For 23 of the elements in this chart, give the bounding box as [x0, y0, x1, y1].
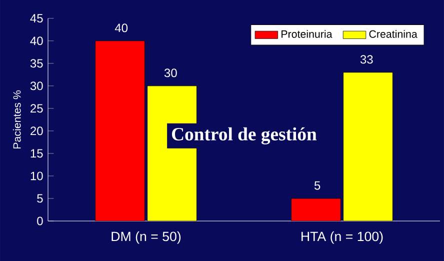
x-tick-label: HTA (n = 100)	[302, 231, 383, 244]
legend-label: Creatinina	[369, 30, 418, 38]
y-tick-label: 15	[30, 149, 43, 158]
bar	[291, 198, 341, 221]
y-tick-label: 25	[30, 104, 43, 113]
legend-label: Proteinuria	[282, 30, 332, 38]
data-label: 30	[164, 68, 177, 78]
y-tick-label: 40	[30, 36, 43, 46]
y-axis-title: Pacientes %	[12, 90, 21, 148]
y-tick-label: 30	[30, 82, 43, 90]
data-label: 33	[360, 55, 373, 64]
bar	[343, 72, 393, 221]
data-label: 5	[314, 181, 320, 190]
y-tick-label: 0	[37, 216, 43, 226]
y-tick-label: 10	[30, 172, 43, 180]
y-tick-label: 20	[30, 126, 43, 136]
data-label: 40	[114, 24, 128, 32]
text: Control de gestión	[172, 127, 317, 144]
y-tick-label: 35	[30, 59, 43, 68]
y-tick-label: 45	[30, 14, 43, 23]
x-tick-label: DM (n = 50)	[112, 231, 181, 244]
y-tick-label: 5	[37, 194, 43, 203]
bar	[95, 40, 145, 221]
